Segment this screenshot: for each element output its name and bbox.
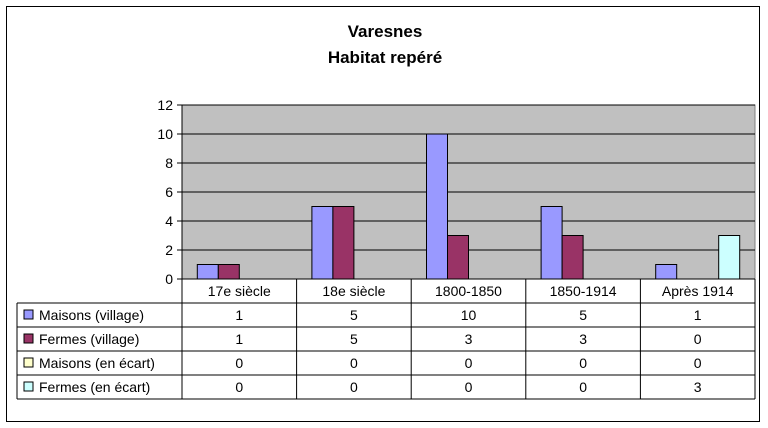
y-tick-label: 10 bbox=[157, 126, 173, 142]
data-label: 0 bbox=[694, 331, 702, 347]
bar bbox=[426, 133, 448, 280]
legend-label: Fermes (village) bbox=[39, 331, 139, 347]
bar bbox=[311, 206, 334, 280]
data-label: 0 bbox=[465, 379, 473, 395]
data-label: 1 bbox=[235, 307, 243, 323]
data-label: 3 bbox=[694, 379, 702, 395]
x-tick-label: 1800-1850 bbox=[435, 283, 502, 299]
data-label: 3 bbox=[579, 331, 587, 347]
data-label: 0 bbox=[235, 379, 243, 395]
y-tick-label: 4 bbox=[165, 213, 173, 229]
x-tick-label: 1850-1914 bbox=[550, 283, 617, 299]
legend-label: Fermes (en écart) bbox=[39, 379, 150, 395]
legend-swatch bbox=[23, 357, 34, 368]
data-label: 5 bbox=[579, 307, 587, 323]
bar bbox=[540, 206, 563, 280]
y-tick-label: 12 bbox=[157, 97, 173, 113]
data-label: 0 bbox=[579, 379, 587, 395]
bar bbox=[655, 264, 678, 280]
y-tick-label: 6 bbox=[165, 184, 173, 200]
data-label: 1 bbox=[694, 307, 702, 323]
x-tick-label: Après 1914 bbox=[662, 283, 734, 299]
y-tick-label: 2 bbox=[165, 242, 173, 258]
legend-swatch bbox=[23, 309, 34, 320]
legend-swatch bbox=[23, 381, 34, 392]
bar bbox=[217, 264, 240, 280]
y-tick-label: 0 bbox=[165, 271, 173, 287]
x-tick-label: 17e siècle bbox=[208, 283, 271, 299]
data-label: 0 bbox=[579, 355, 587, 371]
data-label: 10 bbox=[461, 307, 477, 323]
data-label: 5 bbox=[350, 331, 358, 347]
bar bbox=[447, 235, 469, 280]
data-table: 17e siècle 18e siècle 1800-1850 1850-1914 Ap… bbox=[16, 278, 756, 400]
legend-swatch bbox=[23, 333, 34, 344]
data-label: 0 bbox=[465, 355, 473, 371]
bar bbox=[718, 235, 741, 280]
bar bbox=[332, 206, 355, 280]
data-label: 0 bbox=[350, 379, 358, 395]
data-label: 0 bbox=[235, 355, 243, 371]
bar bbox=[196, 264, 219, 280]
plot-area: 0 2 4 6 8 10 12 bbox=[157, 97, 756, 287]
legend-label: Maisons (village) bbox=[39, 307, 144, 323]
chart-title: Varesnes Habitat repéré bbox=[328, 22, 442, 67]
data-label: 0 bbox=[350, 355, 358, 371]
chart-frame: Varesnes Habitat repéré 0 2 4 6 8 10 12 17e si… bbox=[6, 6, 760, 422]
data-label: 3 bbox=[465, 331, 473, 347]
data-label: 5 bbox=[350, 307, 358, 323]
chart-title-line-1: Varesnes bbox=[348, 22, 423, 41]
chart-title-line-2: Habitat repéré bbox=[328, 48, 442, 67]
x-tick-label: 18e siècle bbox=[322, 283, 385, 299]
data-label: 1 bbox=[235, 331, 243, 347]
y-tick-label: 8 bbox=[165, 155, 173, 171]
bar bbox=[561, 235, 584, 280]
legend-label: Maisons (en écart) bbox=[39, 355, 155, 371]
data-label: 0 bbox=[694, 355, 702, 371]
